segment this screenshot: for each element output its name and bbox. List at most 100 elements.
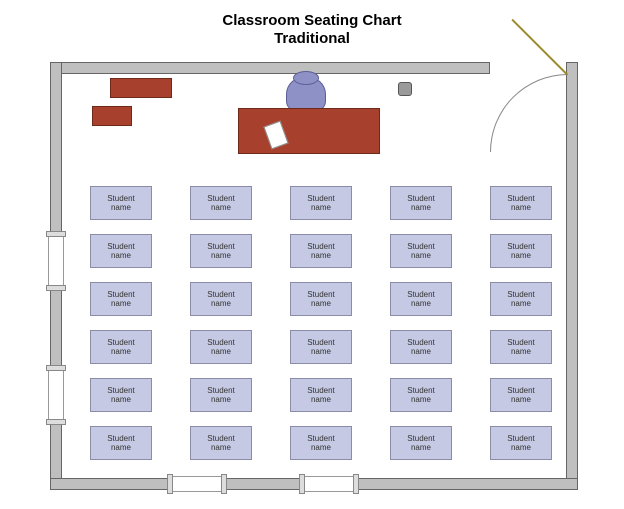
seat-label-line2: name <box>291 347 351 356</box>
seat-label-line2: name <box>291 299 351 308</box>
seat-label-line1: Student <box>391 434 451 443</box>
seat-label-line1: Student <box>491 434 551 443</box>
room-outline: StudentnameStudentnameStudentnameStudent… <box>50 62 578 490</box>
seat-label-line1: Student <box>491 242 551 251</box>
seat-label-line1: Student <box>91 194 151 203</box>
seat-label-line2: name <box>91 395 151 404</box>
seat-label-line2: name <box>391 299 451 308</box>
seat-label-line2: name <box>391 443 451 452</box>
window-mark-icon <box>48 368 64 422</box>
seat-label-line2: name <box>491 299 551 308</box>
seat-label-line1: Student <box>291 242 351 251</box>
seat-label-line2: name <box>191 251 251 260</box>
chair-back-icon <box>293 71 320 85</box>
student-seat[interactable]: Studentname <box>490 186 552 220</box>
student-seat[interactable]: Studentname <box>490 330 552 364</box>
student-seat[interactable]: Studentname <box>90 282 152 316</box>
seat-label-line2: name <box>391 203 451 212</box>
seat-label-line1: Student <box>391 242 451 251</box>
seat-label-line2: name <box>291 203 351 212</box>
student-seat[interactable]: Studentname <box>190 330 252 364</box>
seat-label-line1: Student <box>391 338 451 347</box>
seat-label-line1: Student <box>291 290 351 299</box>
student-seat[interactable]: Studentname <box>90 186 152 220</box>
seat-label-line1: Student <box>291 338 351 347</box>
seat-label-line1: Student <box>91 386 151 395</box>
student-seat[interactable]: Studentname <box>290 330 352 364</box>
student-seat[interactable]: Studentname <box>490 378 552 412</box>
seat-label-line1: Student <box>191 338 251 347</box>
seat-label-line2: name <box>291 443 351 452</box>
window-cap-icon <box>353 474 359 494</box>
seat-label-line1: Student <box>91 242 151 251</box>
teacher-chair <box>286 76 326 112</box>
seat-label-line1: Student <box>191 242 251 251</box>
seat-label-line2: name <box>291 395 351 404</box>
student-seat[interactable]: Studentname <box>290 234 352 268</box>
seat-label-line1: Student <box>391 194 451 203</box>
seat-label-line2: name <box>491 443 551 452</box>
seat-label-line1: Student <box>491 194 551 203</box>
student-seat[interactable]: Studentname <box>490 282 552 316</box>
window-mark-icon <box>48 234 64 288</box>
seat-label-line2: name <box>391 395 451 404</box>
student-seat[interactable]: Studentname <box>190 186 252 220</box>
seat-label-line2: name <box>491 251 551 260</box>
seat-label-line2: name <box>491 203 551 212</box>
student-seat[interactable]: Studentname <box>90 426 152 460</box>
seat-label-line1: Student <box>191 290 251 299</box>
student-seat[interactable]: Studentname <box>190 282 252 316</box>
student-seat[interactable]: Studentname <box>190 378 252 412</box>
student-seat[interactable]: Studentname <box>390 426 452 460</box>
window-mark-icon <box>302 476 356 492</box>
window-cap-icon <box>167 474 173 494</box>
seat-label-line1: Student <box>291 434 351 443</box>
student-seat[interactable]: Studentname <box>490 234 552 268</box>
student-seat[interactable]: Studentname <box>190 426 252 460</box>
window-cap-icon <box>299 474 305 494</box>
paper-icon <box>263 121 288 150</box>
window-cap-icon <box>46 285 66 291</box>
student-seat[interactable]: Studentname <box>90 330 152 364</box>
seat-label-line2: name <box>191 347 251 356</box>
student-seat[interactable]: Studentname <box>290 378 352 412</box>
student-seat[interactable]: Studentname <box>190 234 252 268</box>
seat-label-line2: name <box>191 443 251 452</box>
wall-top-left <box>50 62 490 74</box>
seat-label-line2: name <box>91 443 151 452</box>
seat-label-line1: Student <box>291 386 351 395</box>
seat-label-line1: Student <box>291 194 351 203</box>
student-seat[interactable]: Studentname <box>90 234 152 268</box>
seat-label-line2: name <box>91 251 151 260</box>
student-seat[interactable]: Studentname <box>390 378 452 412</box>
seat-label-line1: Student <box>491 290 551 299</box>
window-cap-icon <box>221 474 227 494</box>
seat-label-line2: name <box>391 251 451 260</box>
seat-label-line2: name <box>91 299 151 308</box>
student-seat[interactable]: Studentname <box>390 282 452 316</box>
student-seat[interactable]: Studentname <box>490 426 552 460</box>
seat-label-line1: Student <box>191 434 251 443</box>
seat-label-line1: Student <box>91 290 151 299</box>
student-seat[interactable]: Studentname <box>290 426 352 460</box>
student-seat[interactable]: Studentname <box>390 186 452 220</box>
seat-label-line2: name <box>491 395 551 404</box>
student-seat[interactable]: Studentname <box>390 330 452 364</box>
seat-label-line1: Student <box>391 290 451 299</box>
student-seat[interactable]: Studentname <box>390 234 452 268</box>
window-cap-icon <box>46 365 66 371</box>
seat-label-line2: name <box>191 395 251 404</box>
student-seat[interactable]: Studentname <box>90 378 152 412</box>
seat-label-line2: name <box>391 347 451 356</box>
student-seat[interactable]: Studentname <box>290 186 352 220</box>
seat-label-line1: Student <box>391 386 451 395</box>
window-cap-icon <box>46 419 66 425</box>
seat-label-line1: Student <box>191 194 251 203</box>
student-seat[interactable]: Studentname <box>290 282 352 316</box>
seat-label-line1: Student <box>491 386 551 395</box>
seat-label-line2: name <box>191 203 251 212</box>
chart-title-line1: Classroom Seating Chart <box>0 12 624 29</box>
seat-label-line1: Student <box>91 434 151 443</box>
seat-label-line2: name <box>291 251 351 260</box>
seat-label-line2: name <box>91 347 151 356</box>
